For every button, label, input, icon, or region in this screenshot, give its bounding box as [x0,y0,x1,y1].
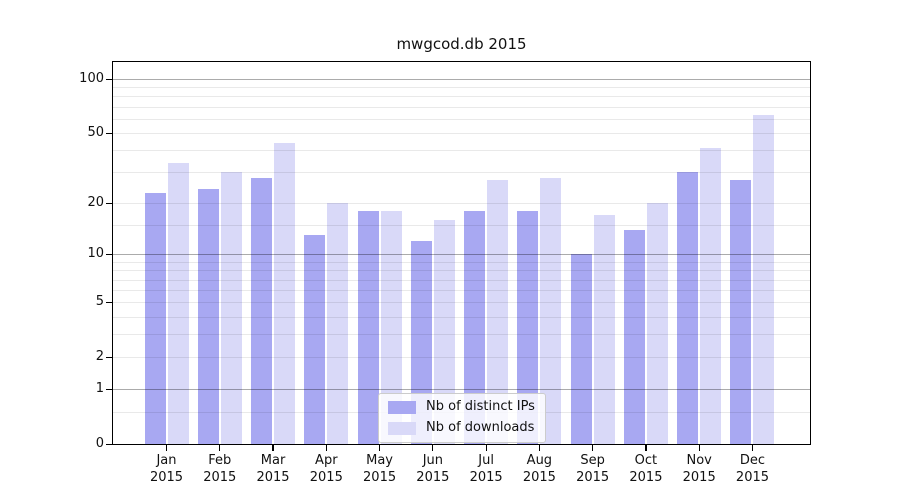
bar-downloads-may [380,211,402,444]
x-tick-label: Dec 2015 [735,453,770,485]
gridline-minor [113,357,810,359]
legend-swatch [388,400,416,414]
bar-ips-oct [623,229,645,444]
gridline-minor [113,316,810,318]
x-tick [485,445,487,451]
plot-area: Nb of distinct IPs Nb of downloads [112,61,811,445]
gridline-minor [113,118,810,120]
gridline-minor [113,150,810,152]
x-tick [272,445,274,451]
x-tick [165,445,168,451]
x-tick-label: May 2015 [363,453,397,485]
bar-downloads-oct [646,203,668,444]
y-tick [106,443,112,445]
bar-downloads-aug [540,177,562,444]
bar-ips-may [357,211,379,444]
legend: Nb of distinct IPs Nb of downloads [378,393,546,443]
x-tick-label: Jun 2015 [416,453,450,485]
chart-title: mwgcod.db 2015 [396,35,527,53]
bar-ips-dec [730,180,752,444]
bar-downloads-jul [487,180,509,444]
y-tick-label: 100 [79,71,104,86]
bar-ips-jul [464,211,486,444]
x-tick [645,445,647,451]
gridline-major [113,254,810,256]
bar-ips-mar [251,177,273,444]
gridline-minor [113,270,810,272]
x-tick-label: Nov 2015 [682,453,716,485]
bar-ips-nov [677,172,699,444]
y-tick [106,301,112,303]
bar-downloads-jan [167,162,189,444]
x-tick [698,445,700,451]
bar-ips-aug [517,211,539,444]
gridline-minor [113,96,810,98]
y-tick [106,388,112,390]
gridline-minor [113,261,810,263]
x-tick-label: Feb 2015 [203,453,237,485]
gridline-minor [113,172,810,174]
y-tick-label: 1 [95,381,104,397]
gridline-minor [113,133,810,135]
x-tick [219,445,221,451]
gridline-minor [113,203,810,205]
y-tick-label: 10 [87,246,104,262]
gridline-minor [113,106,810,108]
y-tick [106,253,112,256]
x-tick [751,445,754,451]
bar-downloads-sep [593,215,615,444]
gridline-major [113,79,810,80]
x-tick [538,445,540,451]
legend-item: Nb of downloads [388,420,535,436]
bar-ips-feb [197,189,219,444]
y-tick [106,132,112,134]
x-tick-label: Jan 2015 [149,453,184,485]
gridline-minor [113,87,810,89]
x-tick [592,445,594,451]
x-tick-label: Sep 2015 [576,453,610,485]
bar-downloads-mar [274,142,296,444]
bar-downloads-nov [700,148,722,444]
legend-label: Nb of downloads [426,420,535,435]
bar-ips-sep [570,254,592,444]
gridline-minor [113,224,810,226]
bar-ips-apr [304,235,326,444]
x-tick [378,445,381,451]
gridline-major [113,389,810,391]
y-tick-label: 50 [87,125,104,141]
bar-downloads-jun [433,219,455,444]
y-tick [106,356,112,358]
legend-swatch [388,421,416,435]
bar-downloads-apr [327,203,349,444]
legend-label: Nb of distinct IPs [426,399,535,414]
y-tick [106,78,112,80]
legend-item: Nb of distinct IPs [388,399,535,415]
gridline-minor [113,334,810,336]
y-tick-label: 2 [95,349,104,365]
x-tick-label: Oct 2015 [629,453,663,485]
bar-ips-jan [144,192,166,444]
y-tick-label: 20 [87,195,104,211]
x-tick-label: Jul 2015 [469,453,503,485]
x-tick-label: Apr 2015 [309,453,343,485]
x-tick [432,445,434,451]
gridline-minor [113,302,810,304]
y-tick [106,202,112,204]
x-tick-label: Aug 2015 [522,453,556,485]
gridline-minor [113,290,810,292]
x-tick [325,445,327,451]
x-tick-label: Mar 2015 [256,453,290,485]
bar-downloads-feb [220,172,242,444]
y-tick-label: 5 [95,294,104,310]
y-tick-label: 0 [95,436,104,451]
bar-downloads-dec [753,115,775,444]
gridline-minor [113,279,810,281]
